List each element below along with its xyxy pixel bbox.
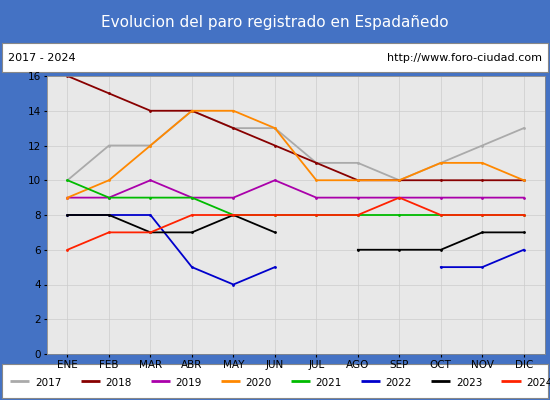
Text: http://www.foro-ciudad.com: http://www.foro-ciudad.com <box>387 53 542 63</box>
Text: 2022: 2022 <box>386 378 412 388</box>
Text: 2020: 2020 <box>245 378 272 388</box>
Text: 2021: 2021 <box>316 378 342 388</box>
Text: 2017 - 2024: 2017 - 2024 <box>8 53 75 63</box>
Text: 2018: 2018 <box>105 378 131 388</box>
Text: 2019: 2019 <box>175 378 202 388</box>
Text: 2023: 2023 <box>456 378 482 388</box>
Text: 2017: 2017 <box>35 378 61 388</box>
Text: 2024: 2024 <box>526 378 550 388</box>
Text: Evolucion del paro registrado en Espadañedo: Evolucion del paro registrado en Espadañ… <box>101 14 449 30</box>
